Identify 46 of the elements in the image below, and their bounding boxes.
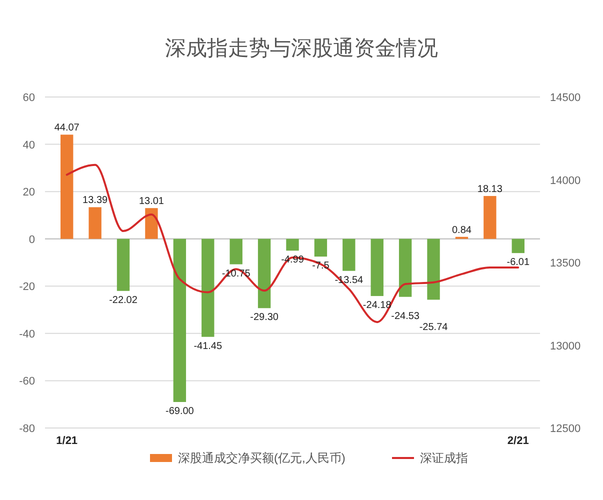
y-tick-label: 60 bbox=[22, 92, 35, 104]
bar bbox=[370, 238, 384, 296]
y-tick-label: 0 bbox=[28, 234, 35, 246]
data-label: 44.07 bbox=[54, 122, 80, 134]
data-label: 13.39 bbox=[82, 195, 108, 206]
y-tick-label: -60 bbox=[19, 376, 35, 388]
bar bbox=[484, 196, 496, 239]
bar bbox=[116, 238, 130, 291]
y2-tick-label: 13500 bbox=[550, 258, 581, 270]
bar bbox=[60, 134, 74, 239]
data-label: 13.01 bbox=[138, 196, 164, 208]
bar bbox=[88, 207, 102, 239]
x-tick-label: 1/21 bbox=[56, 435, 78, 447]
y2-tick-label: 14000 bbox=[550, 174, 581, 187]
bar bbox=[286, 238, 299, 251]
data-label: 18.13 bbox=[477, 184, 503, 195]
bar bbox=[145, 208, 158, 239]
bar bbox=[314, 238, 328, 257]
data-label: -25.74 bbox=[419, 322, 448, 334]
data-label: -41.45 bbox=[194, 340, 222, 352]
data-label: -24.53 bbox=[391, 311, 420, 322]
data-label: -6.01 bbox=[506, 257, 530, 268]
data-label: -22.02 bbox=[109, 294, 138, 306]
y2-tick-label: 14500 bbox=[550, 92, 581, 104]
legend-label: 深证成指 bbox=[420, 451, 468, 465]
y-tick-label: 40 bbox=[22, 139, 35, 152]
chart-title: 深成指走势与深股通资金情况 bbox=[165, 37, 438, 60]
y-tick-label: 20 bbox=[22, 186, 35, 199]
bar bbox=[230, 238, 242, 264]
bar bbox=[258, 238, 271, 308]
x-tick-label: 2/21 bbox=[507, 435, 529, 447]
bar bbox=[398, 238, 412, 297]
y-tick-label: -40 bbox=[19, 328, 35, 340]
y-tick-label: -20 bbox=[19, 281, 35, 294]
y-tick-label: -80 bbox=[19, 423, 35, 435]
legend-label: 深股通成交净买额(亿元,人民币) bbox=[178, 451, 346, 465]
y2-tick-label: 12500 bbox=[550, 423, 581, 435]
bar bbox=[202, 238, 214, 337]
y2-tick-label: 13000 bbox=[550, 340, 581, 352]
bar bbox=[342, 238, 356, 271]
bar bbox=[512, 238, 524, 254]
bar bbox=[173, 238, 186, 402]
bar bbox=[427, 238, 440, 300]
data-label: 0.84 bbox=[452, 224, 472, 236]
data-label: -29.30 bbox=[250, 312, 279, 324]
data-label: -69.00 bbox=[166, 406, 194, 417]
